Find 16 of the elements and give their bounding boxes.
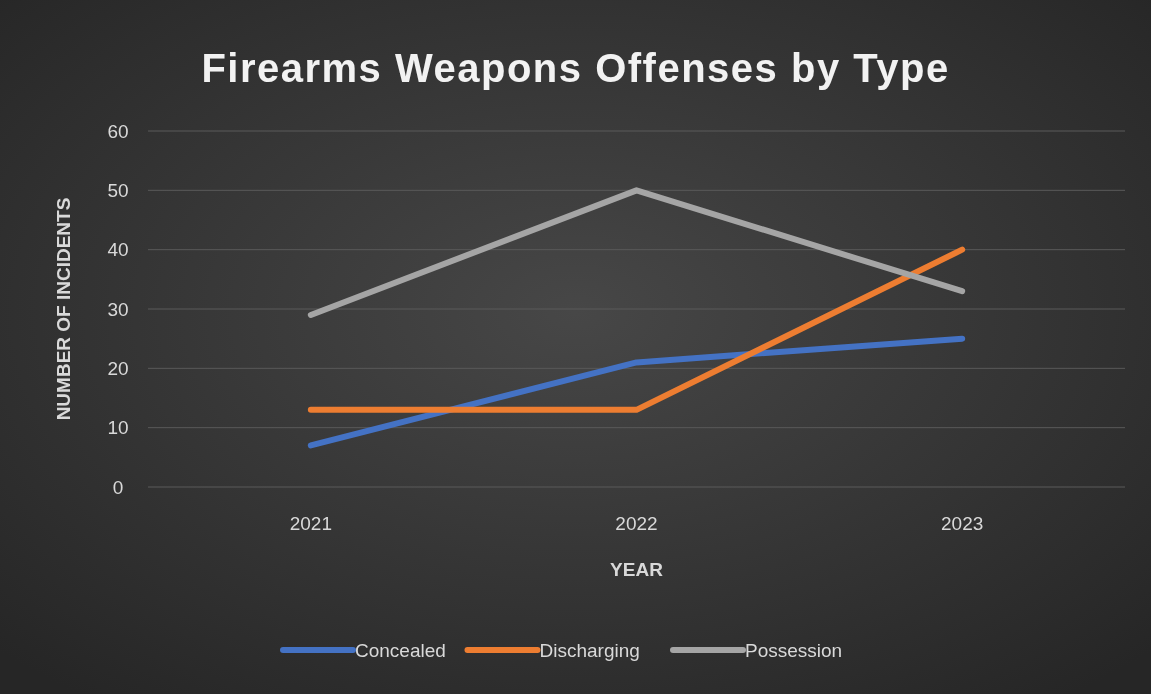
x-tick-label: 2022 xyxy=(615,513,658,534)
chart-title: Firearms Weapons Offenses by Type xyxy=(201,46,950,90)
y-tick-label: 10 xyxy=(107,417,129,439)
y-tick-label: 40 xyxy=(107,239,129,261)
legend-label: Possession xyxy=(745,639,843,661)
y-tick-label: 0 xyxy=(112,476,124,498)
legend-label: Concealed xyxy=(355,639,446,661)
x-axis-title: YEAR xyxy=(610,559,664,580)
x-tick-label: 2021 xyxy=(289,513,332,534)
x-tick-label: 2023 xyxy=(941,513,984,534)
y-tick-label: 60 xyxy=(107,120,129,142)
y-axis-title: NUMBER OF INCIDENTS xyxy=(53,197,74,421)
y-tick-label: 50 xyxy=(107,179,129,201)
legend-label: Discharging xyxy=(539,639,640,661)
y-tick-label: 20 xyxy=(107,357,129,379)
y-tick-label: 30 xyxy=(107,298,129,320)
